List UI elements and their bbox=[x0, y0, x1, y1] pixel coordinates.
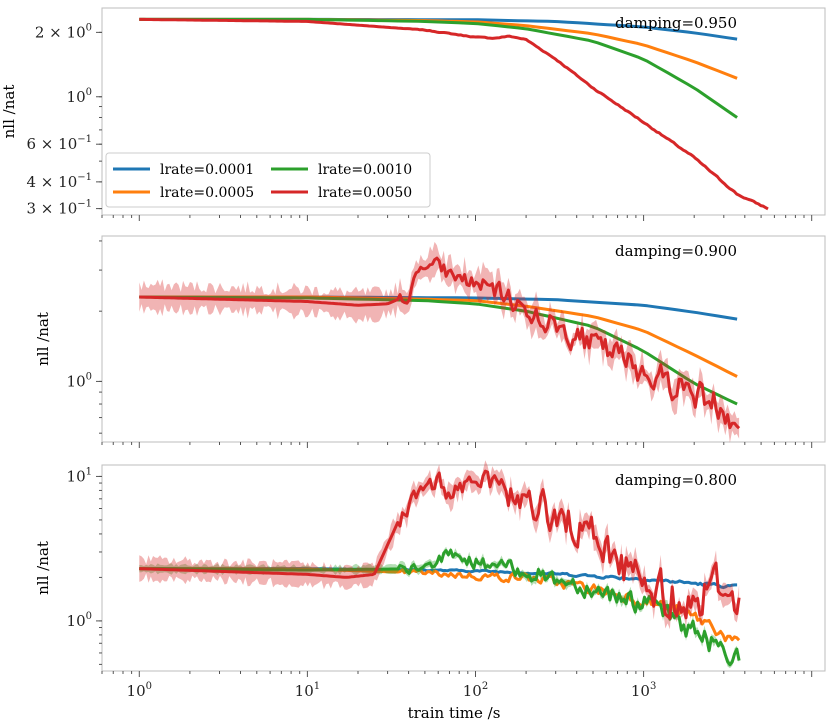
series-line-lrate=0.0050 bbox=[139, 17, 769, 211]
panel-damping-0900: 100 damping=0.900 nll /nat bbox=[34, 235, 826, 448]
y-tick-label: 100 bbox=[67, 371, 92, 390]
damping-annotation: damping=0.800 bbox=[615, 471, 737, 489]
series-line-lrate=0.0050 bbox=[139, 469, 741, 620]
y-tick-label: 100 bbox=[67, 611, 92, 630]
plot-frame bbox=[101, 7, 826, 216]
series-group bbox=[139, 460, 741, 669]
legend: lrate=0.0001 lrate=0.0005 lrate=0.0010 l… bbox=[105, 152, 431, 208]
legend-box bbox=[105, 152, 431, 208]
y-tick-label: 100 bbox=[67, 87, 92, 106]
series-line-lrate=0.0050 bbox=[139, 256, 741, 430]
x-tick-label: 103 bbox=[631, 681, 656, 700]
y-axis-label: nll /nat bbox=[34, 312, 52, 366]
legend-entry: lrate=0.0005 bbox=[113, 185, 254, 201]
legend-label: lrate=0.0050 bbox=[318, 185, 412, 201]
y-axis-label: nll /nat bbox=[34, 541, 52, 595]
x-tick-label: 102 bbox=[463, 681, 488, 700]
y-tick-label: 3 × 10−1 bbox=[27, 199, 93, 218]
series-group bbox=[139, 241, 741, 443]
panel-damping-0950: 2 × 100 100 6 × 10−1 4 × 10−1 3 × 10−1 dampi… bbox=[0, 7, 826, 221]
legend-label: lrate=0.0010 bbox=[318, 162, 412, 178]
y-tick-label: 101 bbox=[67, 466, 92, 485]
legend-label: lrate=0.0001 bbox=[160, 162, 254, 178]
y-tick-label: 4 × 10−1 bbox=[27, 172, 93, 191]
plot-frame bbox=[101, 235, 826, 443]
legend-entry: lrate=0.0010 bbox=[271, 162, 412, 178]
legend-label: lrate=0.0005 bbox=[160, 185, 254, 201]
x-tick-label: 100 bbox=[127, 681, 152, 700]
series-line-lrate=0.0010 bbox=[139, 548, 741, 667]
y-axis-label: nll /nat bbox=[0, 85, 18, 139]
panel-damping-0800: 101 100 100 101 102 103 damping=0.800 nll /na… bbox=[34, 460, 826, 700]
legend-entry: lrate=0.0001 bbox=[113, 162, 254, 178]
y-tick-label: 2 × 100 bbox=[35, 22, 92, 41]
damping-annotation: damping=0.900 bbox=[615, 242, 737, 260]
plot-frame bbox=[101, 464, 826, 672]
damping-annotation: damping=0.950 bbox=[615, 14, 737, 32]
legend-entry: lrate=0.0050 bbox=[271, 185, 412, 201]
series-line-lrate=0.0010 bbox=[139, 295, 738, 406]
y-tick-label: 6 × 10−1 bbox=[27, 134, 93, 153]
series-group bbox=[139, 17, 769, 211]
x-tick-label: 101 bbox=[295, 681, 320, 700]
x-axis-label: train time /s bbox=[408, 704, 501, 722]
series-band-lrate=0.0050 bbox=[139, 241, 740, 443]
